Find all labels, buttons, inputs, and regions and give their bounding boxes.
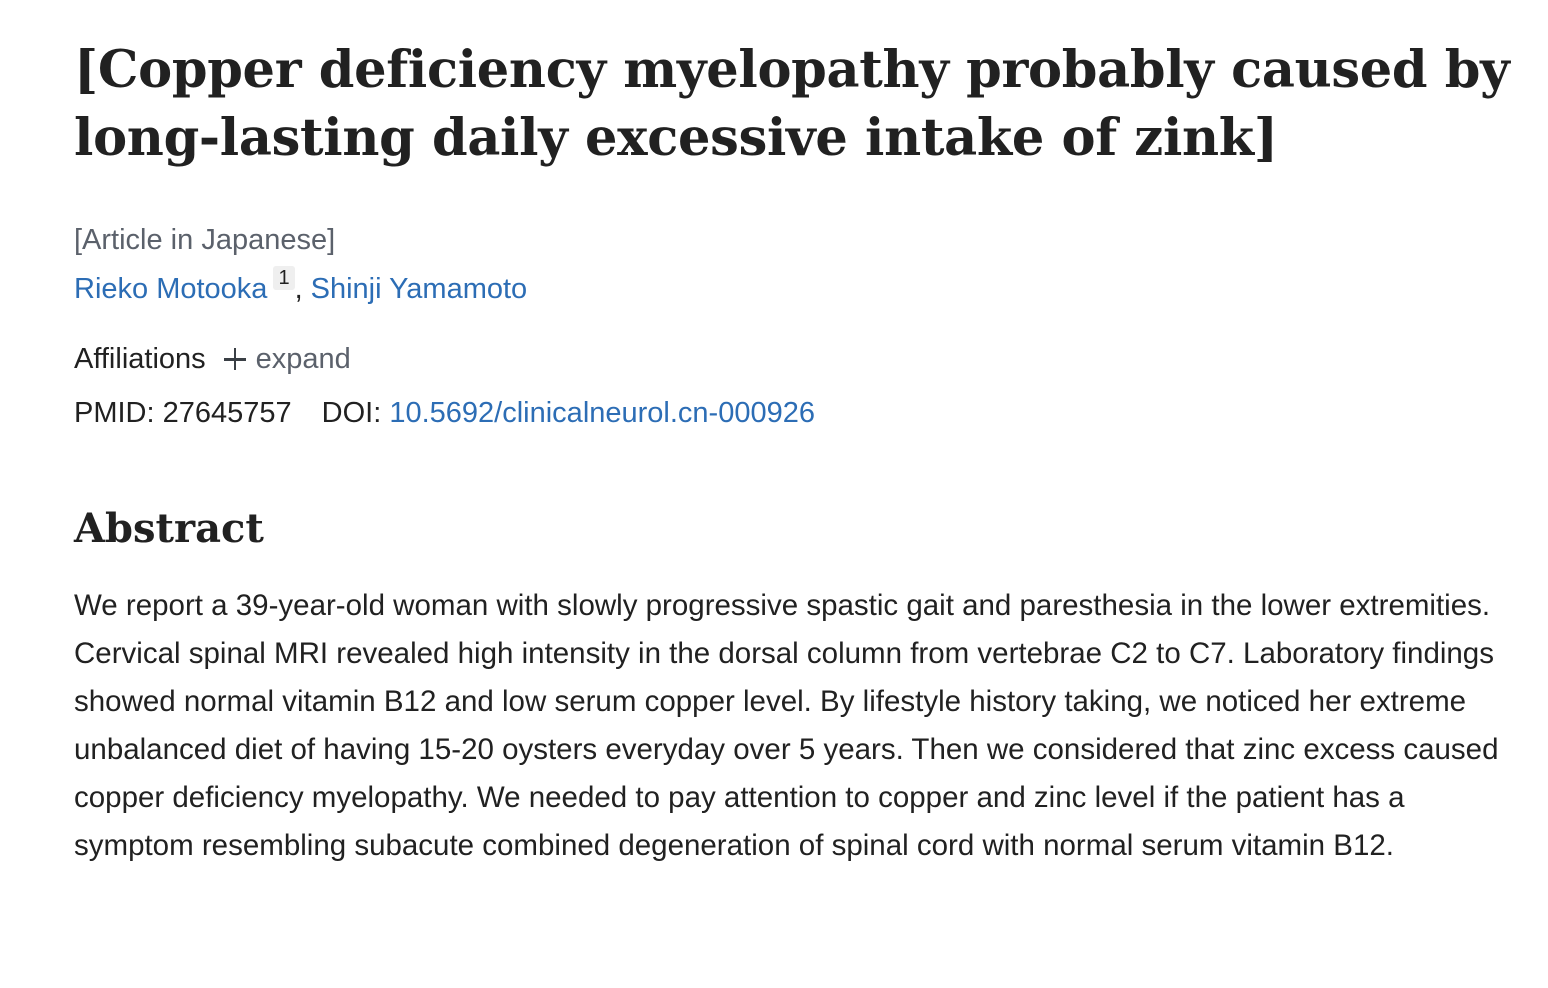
author-link-rieko-motooka[interactable]: Rieko Motooka xyxy=(74,273,268,305)
affiliation-ref-button[interactable]: 1 xyxy=(273,266,295,290)
affiliations-expand-button[interactable]: expand xyxy=(223,340,351,378)
plus-icon xyxy=(223,348,246,370)
pmid-value: 27645757 xyxy=(162,397,292,429)
abstract-heading: Abstract xyxy=(74,505,264,552)
identifiers-row: PMID: 27645757 DOI: 10.5692/clinicalneuro… xyxy=(74,393,815,433)
language-note: [Article in Japanese] xyxy=(74,224,336,256)
pmid-label: PMID: xyxy=(74,397,155,429)
doi-link[interactable]: 10.5692/clinicalneurol.cn-000926 xyxy=(389,397,815,429)
affiliations-row: Affiliations expand xyxy=(74,340,351,378)
expand-label: expand xyxy=(255,343,351,375)
article-title: [Copper deficiency myelopathy probably c… xyxy=(74,40,1510,168)
author-separator: , xyxy=(294,273,303,305)
author-list: Rieko Motooka 1, Shinji Yamamoto xyxy=(74,266,527,309)
doi-label: DOI: xyxy=(321,397,382,429)
author-link-shinji-yamamoto[interactable]: Shinji Yamamoto xyxy=(310,273,528,305)
abstract-text: We report a 39-year-old woman with slowl… xyxy=(74,589,1499,862)
affiliations-label: Affiliations xyxy=(74,343,206,375)
